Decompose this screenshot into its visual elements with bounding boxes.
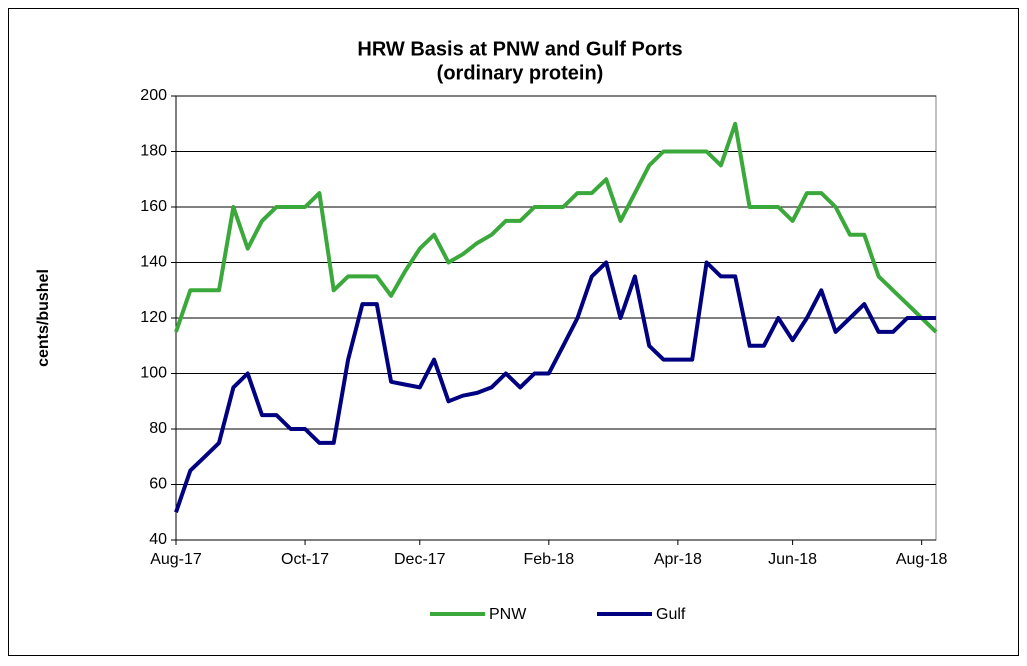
y-tick-label: 180 (140, 143, 167, 160)
legend-label: Gulf (656, 606, 686, 623)
y-tick-label: 80 (149, 420, 167, 437)
x-tick-label: Dec-17 (394, 551, 446, 568)
y-tick-label: 60 (149, 476, 167, 493)
x-tick-label: Jun-18 (768, 551, 817, 568)
x-tick-label: Apr-18 (654, 551, 702, 568)
y-tick-label: 120 (140, 309, 167, 326)
chart-title: HRW Basis at PNW and Gulf Ports (357, 38, 682, 60)
y-tick-label: 200 (140, 87, 167, 104)
x-tick-label: Aug-18 (896, 551, 948, 568)
y-axis-label: cents/bushel (35, 269, 52, 367)
series-line (174, 121, 938, 334)
x-tick-label: Aug-17 (150, 551, 202, 568)
x-tick-label: Oct-17 (281, 551, 329, 568)
y-tick-label: 40 (149, 531, 167, 548)
y-tick-label: 160 (140, 198, 167, 215)
legend-label: PNW (489, 606, 527, 623)
x-tick-label: Feb-18 (523, 551, 574, 568)
y-tick-label: 140 (140, 254, 167, 271)
chart-subtitle: (ordinary protein) (437, 62, 604, 84)
y-tick-label: 100 (140, 365, 167, 382)
series-line (174, 260, 936, 513)
